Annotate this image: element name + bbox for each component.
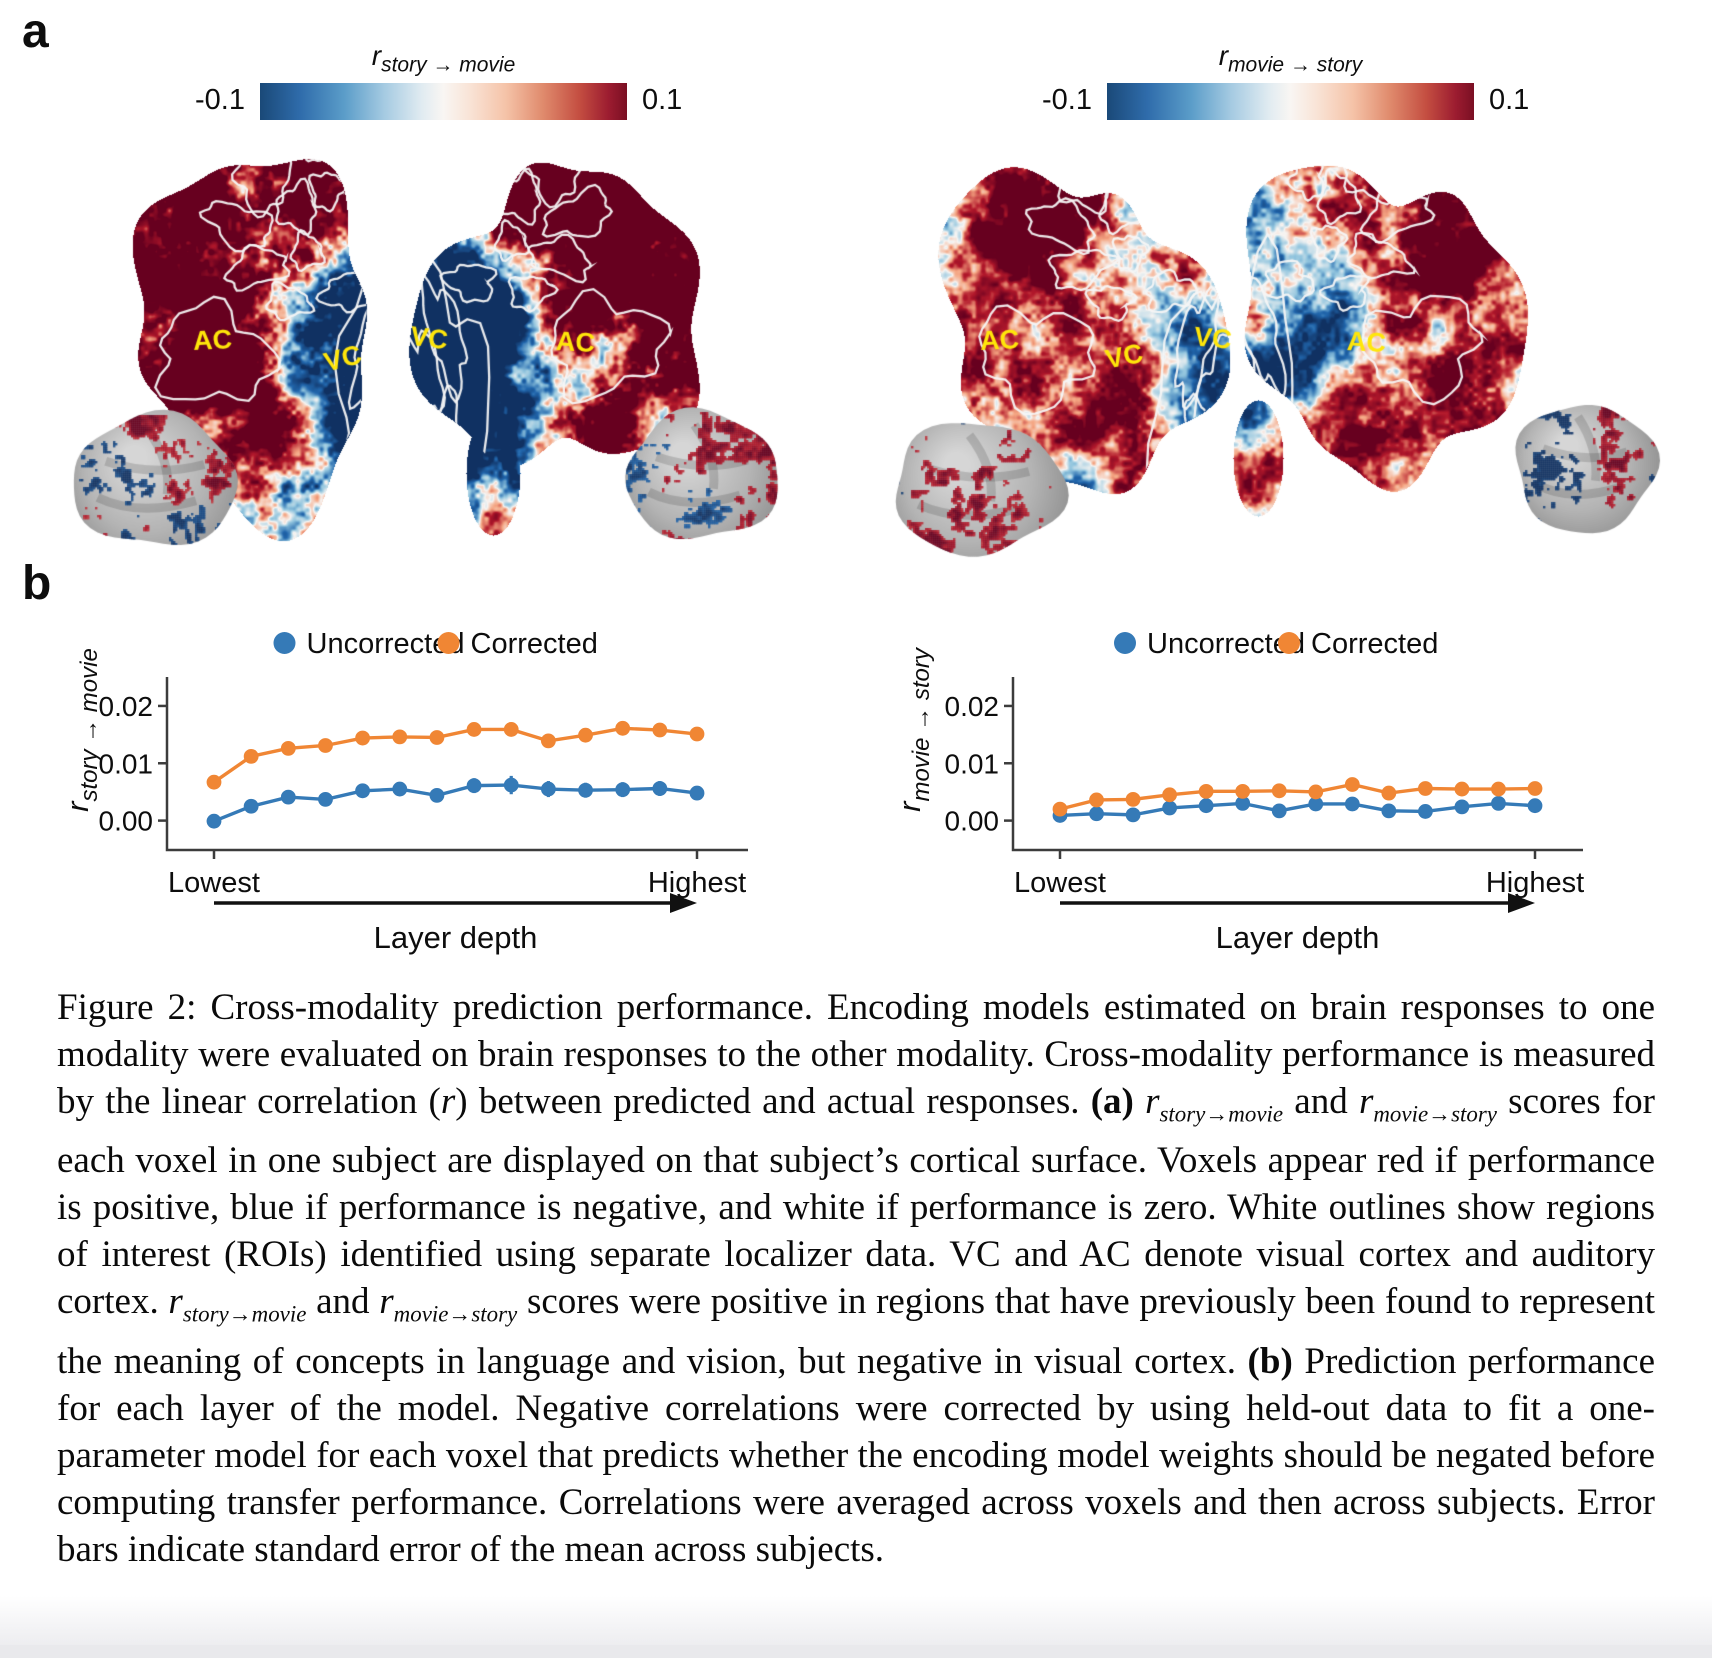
svg-text:0.00: 0.00 — [945, 806, 1000, 837]
colorbar-max-label: 0.1 — [642, 84, 683, 116]
colorbar-subscript: movie → story — [1228, 53, 1363, 77]
figure-caption: Figure 2: Cross-modality prediction perf… — [57, 987, 1655, 1570]
svg-text:Lowest: Lowest — [1014, 867, 1106, 899]
svg-text:Layer depth: Layer depth — [1216, 920, 1380, 955]
svg-text:rstory → movie: rstory → movie — [60, 648, 103, 812]
colorbar-title-movie-to-story: rmovie → story — [1107, 40, 1474, 78]
page-bottom-bar — [0, 1645, 1712, 1658]
svg-text:Corrected: Corrected — [1311, 628, 1438, 660]
colorbar-min-label: -0.1 — [1042, 84, 1092, 116]
colorbar-title-story-to-movie: rstory → movie — [260, 40, 627, 78]
svg-text:0.00: 0.00 — [99, 806, 154, 837]
svg-text:Layer depth: Layer depth — [374, 920, 538, 955]
colorbar-gradient-movie-to-story — [1107, 83, 1474, 120]
colorbar-var: r — [371, 40, 382, 71]
panel-a-label: a — [22, 5, 49, 58]
colorbar-max-label: 0.1 — [1489, 84, 1530, 116]
svg-text:Highest: Highest — [648, 867, 746, 899]
svg-text:0.02: 0.02 — [945, 691, 1000, 722]
svg-text:0.01: 0.01 — [945, 748, 1000, 779]
svg-text:Highest: Highest — [1486, 867, 1584, 899]
flatmap-movie-to-story — [860, 118, 1670, 558]
svg-text:Lowest: Lowest — [168, 867, 260, 899]
colorbar-var: r — [1218, 40, 1229, 71]
colorbar-min-label: -0.1 — [195, 84, 245, 116]
svg-text:rmovie → story: rmovie → story — [892, 646, 935, 812]
colorbar-gradient-story-to-movie — [260, 83, 627, 120]
panel-b-label: b — [22, 557, 52, 610]
colorbar-subscript: story → movie — [381, 53, 516, 77]
svg-text:0.01: 0.01 — [99, 748, 154, 779]
svg-text:Corrected: Corrected — [471, 628, 598, 660]
page-bottom-gradient — [0, 1596, 1712, 1645]
flatmap-story-to-movie — [50, 118, 790, 558]
svg-text:0.02: 0.02 — [99, 691, 154, 722]
